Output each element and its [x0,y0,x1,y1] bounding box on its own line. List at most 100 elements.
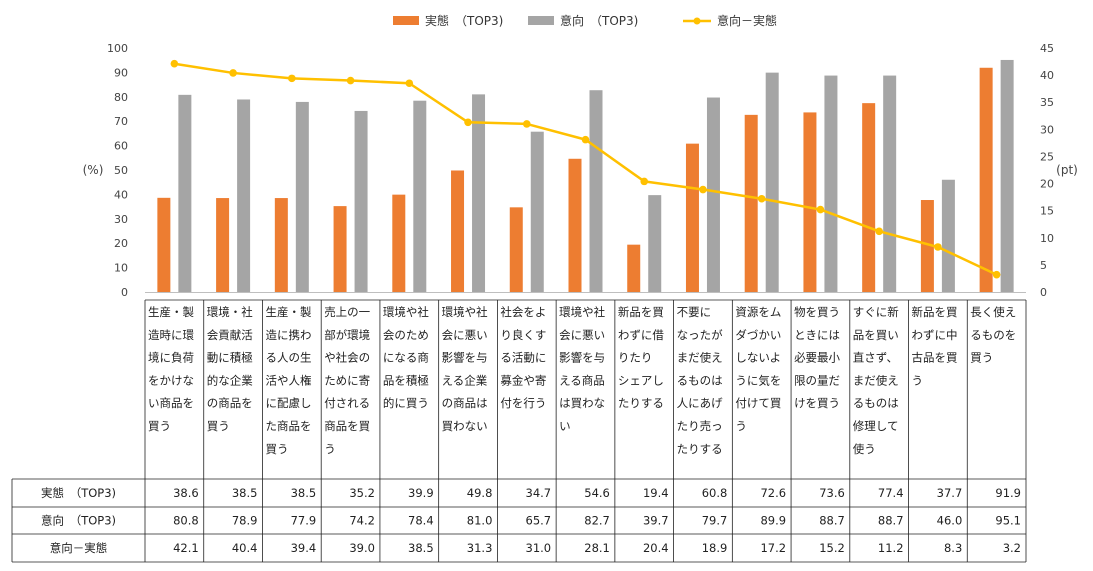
category-label-line: ダづかい [735,328,781,342]
bar-s1-c5 [472,94,486,292]
gap-point-8 [640,177,649,186]
y-right-tick: 0 [1040,286,1047,299]
bar-s1-c2 [295,101,309,292]
category-label-line: 修理して [853,419,899,433]
table-cell-s1-c4: 78.4 [408,514,434,528]
y-left-tick: 0 [121,286,128,299]
category-label-line: の商品を [207,396,253,410]
category-label-line: の商品は [442,396,488,410]
gap-point-2 [288,74,296,83]
bar-s0-c13 [920,200,934,292]
table-cell-s2-c6: 31.0 [526,541,552,555]
category-label-line: 資源をム [735,305,781,319]
category-label-line: や社会の [324,351,370,365]
category-label-line: 付を行う [500,396,546,410]
category-label-line: 的に買う [383,396,429,410]
gap-point-11 [816,205,825,214]
category-label-line: 限の量だ [794,373,840,387]
table-cell-s1-c5: 81.0 [467,514,493,528]
bar-s0-c2 [274,198,288,292]
category-label-line: 商品を買 [324,419,370,433]
y-right-tick: 45 [1040,42,1054,55]
table-cell-s1-c10: 89.9 [760,514,786,528]
table-cell-s0-c7: 54.6 [584,486,610,500]
category-label-line: 新品を買 [618,305,664,319]
y-right-tick: 15 [1040,205,1054,218]
category-label-line: に配慮し [265,396,311,410]
bar-s0-c1 [216,198,230,292]
bar-s1-c13 [941,179,955,292]
category-label-line: 物を買う [794,305,840,319]
table-cell-s1-c13: 46.0 [937,514,963,528]
table-cell-s2-c2: 39.4 [291,541,317,555]
category-label-line: 的な企業 [207,373,253,387]
gap-point-1 [229,69,237,77]
table-cell-s1-c12: 88.7 [878,514,904,528]
category-label-line: 使う [853,442,876,456]
bar-s1-c12 [883,75,897,293]
category-label-line: 直さず、 [853,351,898,365]
table-cell-s2-c1: 40.4 [232,541,258,555]
y-axis-left: 0 10 20 30 40 50 60 70 80 90 100 (%) [83,42,128,299]
table-cell-s0-c13: 37.7 [937,486,963,500]
table-cell-s2-c3: 39.0 [349,541,375,555]
category-label-line: 古品を買 [912,351,958,365]
category-label-line: ために寄 [324,373,370,387]
category-label-line: なったが [677,328,723,342]
y-right-tick: 10 [1040,232,1054,245]
y-right-tick: 5 [1040,259,1047,272]
y-right-tick: 35 [1040,96,1054,109]
table-cell-s1-c7: 82.7 [584,514,610,528]
table-cell-s2-c12: 11.2 [878,541,904,555]
table-cell-s1-c11: 88.7 [819,514,845,528]
category-label-line: るものを [970,328,1016,342]
category-label-line: 社会をよ [500,305,546,319]
table-cell-s0-c14: 91.9 [995,486,1021,500]
y-right-tick: 40 [1040,69,1054,82]
category-label-line: 会に悪い [559,328,605,342]
bar-s1-c4 [413,100,427,292]
category-label-line: まだ使え [853,373,899,387]
gap-point-13 [934,243,942,251]
table-cell-s0-c6: 34.7 [526,486,552,500]
table-cell-s0-c4: 39.9 [408,486,434,500]
y-left-tick: 70 [114,115,128,128]
table-cell-s1-c9: 79.7 [702,514,728,528]
bar-s0-c3 [333,206,347,292]
category-label-line: 売上の一 [324,305,370,319]
category-label-line: 境に負荷 [148,351,194,365]
category-label-line: 造時に環 [148,328,194,342]
category-label-line: 会のため [383,328,429,342]
category-label-line: 部が環境 [324,328,370,342]
category-label-line: まだ使え [677,351,723,365]
legend-swatch-0 [393,16,419,25]
table-cell-s0-c2: 38.5 [291,486,317,500]
category-label-line: をかけな [148,373,194,387]
table-cell-s2-c10: 17.2 [760,541,786,555]
category-label-line: 付けて買 [735,396,781,410]
table-cell-s1-c1: 78.9 [232,514,258,528]
category-label-line: 影響を与 [442,351,488,365]
bar-s0-c8 [627,244,641,292]
gap-point-7 [581,135,590,144]
table-cell-s2-c9: 18.9 [702,541,728,555]
category-label-line: 活や人権 [265,373,311,387]
category-label-line: 募金や寄 [500,373,546,387]
legend-label-2: 意向－実態 [717,13,777,28]
table-cell-s1-c2: 77.9 [291,514,317,528]
legend: 実態 （TOP3) 意向 （TOP3) 意向－実態 [393,13,777,28]
table-cell-s0-c0: 38.6 [173,486,199,500]
category-label-line: い商品を [148,396,194,410]
category-label-line: るものは [853,396,899,410]
legend-swatch-1 [528,16,554,25]
category-label-line: る活動に [500,351,546,365]
category-label-line: たりする [618,396,664,410]
table-cell-s2-c5: 31.3 [467,541,493,555]
table-cell-s0-c11: 73.6 [819,486,845,500]
gap-point-5 [464,118,472,127]
table-row-label-2: 意向－実態 [50,541,108,555]
category-label-line: わずに借 [618,328,664,342]
category-label-line: たりする [677,442,723,456]
category-label-line: たり売っ [677,419,723,433]
category-label-line: 買う [207,419,230,433]
